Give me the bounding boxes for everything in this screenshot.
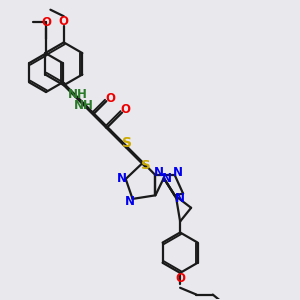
- Text: N: N: [173, 166, 183, 179]
- Text: O: O: [105, 92, 115, 105]
- Text: S: S: [122, 136, 133, 150]
- Text: O: O: [175, 272, 185, 285]
- Text: O: O: [59, 14, 69, 28]
- Text: O: O: [120, 103, 130, 116]
- Text: NH: NH: [68, 88, 88, 101]
- Text: O: O: [41, 16, 51, 29]
- Text: N: N: [117, 172, 127, 185]
- Text: N: N: [124, 195, 135, 208]
- Text: N: N: [162, 172, 172, 184]
- Text: N: N: [175, 192, 185, 205]
- Text: S: S: [141, 159, 151, 172]
- Text: NH: NH: [74, 99, 94, 112]
- Text: N: N: [153, 166, 164, 178]
